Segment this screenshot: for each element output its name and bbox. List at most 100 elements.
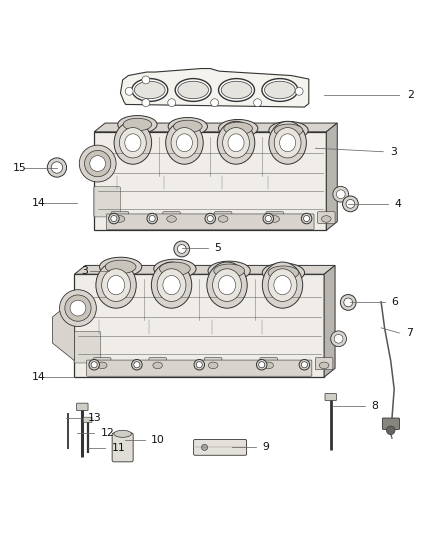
Ellipse shape bbox=[218, 216, 228, 222]
Ellipse shape bbox=[99, 257, 142, 277]
Ellipse shape bbox=[114, 122, 152, 164]
Circle shape bbox=[147, 213, 157, 224]
Circle shape bbox=[89, 359, 99, 370]
Ellipse shape bbox=[134, 81, 165, 99]
FancyBboxPatch shape bbox=[106, 214, 314, 230]
Circle shape bbox=[109, 213, 119, 224]
FancyBboxPatch shape bbox=[315, 358, 333, 370]
Ellipse shape bbox=[154, 259, 196, 278]
Circle shape bbox=[344, 298, 353, 307]
Circle shape bbox=[334, 334, 343, 343]
Circle shape bbox=[142, 99, 150, 107]
Circle shape bbox=[142, 76, 150, 84]
Ellipse shape bbox=[319, 362, 329, 369]
FancyBboxPatch shape bbox=[325, 393, 336, 400]
Ellipse shape bbox=[214, 264, 244, 278]
Circle shape bbox=[60, 290, 96, 327]
Circle shape bbox=[301, 213, 312, 224]
Circle shape bbox=[91, 362, 97, 368]
Ellipse shape bbox=[264, 362, 273, 369]
Ellipse shape bbox=[120, 127, 146, 158]
Ellipse shape bbox=[171, 127, 198, 158]
FancyBboxPatch shape bbox=[163, 212, 180, 223]
Text: 15: 15 bbox=[13, 163, 27, 173]
Ellipse shape bbox=[167, 216, 177, 222]
Text: 3: 3 bbox=[390, 147, 397, 157]
Circle shape bbox=[194, 359, 205, 370]
Circle shape bbox=[304, 215, 310, 222]
Circle shape bbox=[174, 241, 190, 257]
FancyBboxPatch shape bbox=[382, 418, 399, 430]
FancyBboxPatch shape bbox=[87, 360, 312, 376]
Circle shape bbox=[47, 158, 67, 177]
FancyBboxPatch shape bbox=[214, 212, 232, 223]
Ellipse shape bbox=[125, 134, 141, 152]
Ellipse shape bbox=[115, 216, 125, 222]
Ellipse shape bbox=[274, 276, 291, 295]
Ellipse shape bbox=[262, 262, 303, 308]
FancyBboxPatch shape bbox=[205, 358, 222, 370]
FancyBboxPatch shape bbox=[266, 212, 283, 223]
Ellipse shape bbox=[269, 122, 308, 139]
Ellipse shape bbox=[173, 120, 202, 133]
Circle shape bbox=[70, 300, 86, 316]
Text: 11: 11 bbox=[112, 443, 125, 453]
Circle shape bbox=[343, 196, 358, 212]
Circle shape bbox=[111, 215, 117, 222]
Text: 7: 7 bbox=[406, 328, 413, 338]
Text: 14: 14 bbox=[32, 372, 45, 382]
Ellipse shape bbox=[208, 261, 250, 280]
Ellipse shape bbox=[268, 269, 297, 302]
Circle shape bbox=[90, 156, 106, 172]
Circle shape bbox=[85, 150, 111, 177]
FancyBboxPatch shape bbox=[194, 440, 247, 455]
Polygon shape bbox=[120, 69, 309, 107]
Polygon shape bbox=[94, 132, 326, 230]
Ellipse shape bbox=[274, 127, 301, 158]
Polygon shape bbox=[326, 123, 337, 230]
Ellipse shape bbox=[208, 362, 218, 369]
Circle shape bbox=[207, 215, 213, 222]
Circle shape bbox=[333, 187, 349, 202]
Ellipse shape bbox=[123, 118, 152, 131]
Ellipse shape bbox=[274, 124, 303, 136]
Ellipse shape bbox=[152, 262, 192, 308]
Ellipse shape bbox=[262, 78, 298, 101]
Text: 8: 8 bbox=[371, 401, 378, 411]
FancyBboxPatch shape bbox=[149, 358, 166, 370]
Circle shape bbox=[331, 331, 346, 346]
Circle shape bbox=[201, 445, 208, 450]
Ellipse shape bbox=[97, 362, 107, 369]
Circle shape bbox=[386, 426, 395, 435]
Circle shape bbox=[265, 215, 271, 222]
Text: 14: 14 bbox=[32, 198, 45, 208]
Circle shape bbox=[131, 359, 142, 370]
Ellipse shape bbox=[228, 134, 244, 152]
Circle shape bbox=[51, 162, 63, 173]
Ellipse shape bbox=[177, 134, 192, 152]
Ellipse shape bbox=[102, 269, 131, 302]
FancyBboxPatch shape bbox=[93, 358, 111, 370]
FancyBboxPatch shape bbox=[77, 403, 88, 410]
Ellipse shape bbox=[270, 216, 279, 222]
Circle shape bbox=[336, 190, 345, 199]
Ellipse shape bbox=[107, 276, 125, 295]
Circle shape bbox=[346, 199, 355, 208]
Ellipse shape bbox=[118, 116, 157, 133]
Ellipse shape bbox=[223, 127, 249, 158]
FancyBboxPatch shape bbox=[260, 358, 277, 370]
Polygon shape bbox=[94, 123, 337, 132]
Circle shape bbox=[254, 99, 261, 107]
Circle shape bbox=[177, 245, 186, 253]
Text: 13: 13 bbox=[88, 413, 101, 423]
FancyBboxPatch shape bbox=[83, 417, 92, 423]
Ellipse shape bbox=[268, 266, 299, 279]
Ellipse shape bbox=[178, 81, 208, 99]
Circle shape bbox=[340, 295, 356, 310]
Ellipse shape bbox=[105, 260, 136, 273]
Text: 9: 9 bbox=[263, 442, 270, 453]
Circle shape bbox=[205, 213, 215, 224]
Ellipse shape bbox=[157, 269, 186, 302]
Ellipse shape bbox=[96, 262, 136, 308]
FancyBboxPatch shape bbox=[94, 187, 120, 217]
